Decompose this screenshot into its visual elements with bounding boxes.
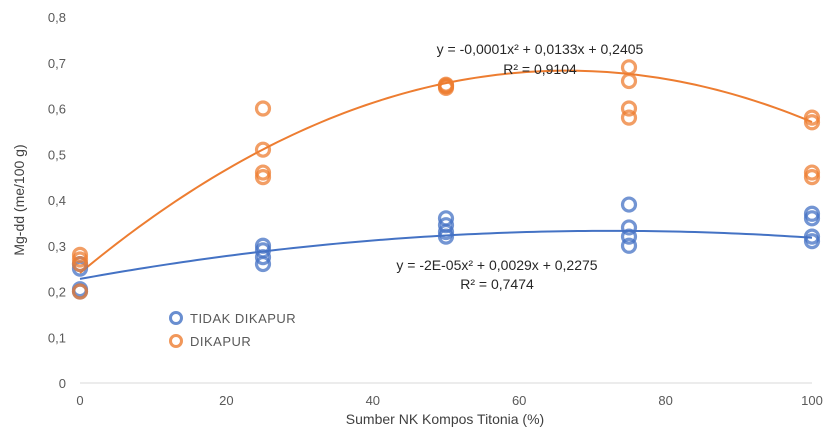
trendline-dikapur [79, 69, 813, 274]
x-tick-label: 40 [366, 393, 380, 408]
data-point-dikapur [620, 100, 638, 117]
trendline-r2-dikapur: R² = 0,9104 [503, 61, 577, 77]
legend-label-tidak-dikapur: TIDAK DIKAPUR [190, 311, 296, 326]
y-tick-label: 0,6 [48, 102, 66, 117]
y-tick-label: 0,2 [48, 285, 66, 300]
y-tick-label: 0,8 [48, 10, 66, 25]
data-point-dikapur [803, 164, 821, 181]
trendline-equation-tidak-dikapur: y = -2E-05x² + 0,0029x + 0,2275 [396, 257, 597, 273]
legend-marker-dikapur [169, 334, 183, 348]
trendline-r2-tidak-dikapur: R² = 0,7474 [460, 276, 534, 292]
legend: TIDAK DIKAPUR DIKAPUR [169, 311, 296, 349]
data-point-tidak-dikapur [620, 237, 638, 254]
y-tick-label: 0,1 [48, 330, 66, 345]
x-tick-label: 100 [801, 393, 823, 408]
data-point-tidak-dikapur [620, 219, 638, 236]
legend-item-dikapur: DIKAPUR [169, 334, 251, 349]
data-point-tidak-dikapur [437, 217, 455, 234]
x-tick-label: 80 [658, 393, 672, 408]
y-tick-label: 0 [59, 376, 66, 391]
data-points [71, 59, 821, 300]
x-tick-label: 60 [512, 393, 526, 408]
y-tick-label: 0,4 [48, 193, 66, 208]
data-point-dikapur [620, 59, 638, 76]
x-tick-label: 20 [219, 393, 233, 408]
y-tick-label: 0,5 [48, 147, 66, 162]
data-point-dikapur [254, 164, 272, 181]
data-point-dikapur [437, 76, 455, 93]
legend-item-tidak-dikapur: TIDAK DIKAPUR [169, 311, 296, 326]
data-point-tidak-dikapur [254, 237, 272, 254]
data-point-dikapur [803, 109, 821, 126]
legend-marker-tidak-dikapur [169, 311, 183, 325]
legend-label-dikapur: DIKAPUR [190, 334, 251, 349]
y-axis-title: Mg-dd (me/100 g) [11, 144, 27, 255]
data-point-tidak-dikapur [437, 210, 455, 227]
x-tick-label: 0 [76, 393, 83, 408]
axes: 0 0,1 0,2 0,3 0,4 0,5 0,6 0,7 0,8 0 20 40 60 80 100 [48, 10, 823, 408]
trendlines [79, 69, 813, 280]
data-point-tidak-dikapur [803, 205, 821, 222]
data-point-dikapur [254, 141, 272, 158]
data-point-dikapur [620, 72, 638, 90]
y-tick-label: 0,7 [48, 56, 66, 71]
data-point-tidak-dikapur [620, 196, 638, 213]
data-point-dikapur [71, 283, 89, 300]
data-point-tidak-dikapur [620, 228, 638, 245]
data-point-dikapur [620, 109, 638, 126]
x-axis-title: Sumber NK Kompos Titonia (%) [346, 411, 544, 427]
data-point-tidak-dikapur [803, 228, 821, 245]
y-tick-label: 0,3 [48, 239, 66, 254]
trendline-tidak-dikapur [79, 229, 813, 280]
trendline-equation-dikapur: y = -0,0001x² + 0,0133x + 0,2405 [437, 41, 644, 57]
data-point-dikapur [71, 246, 89, 263]
data-point-dikapur [254, 100, 272, 117]
